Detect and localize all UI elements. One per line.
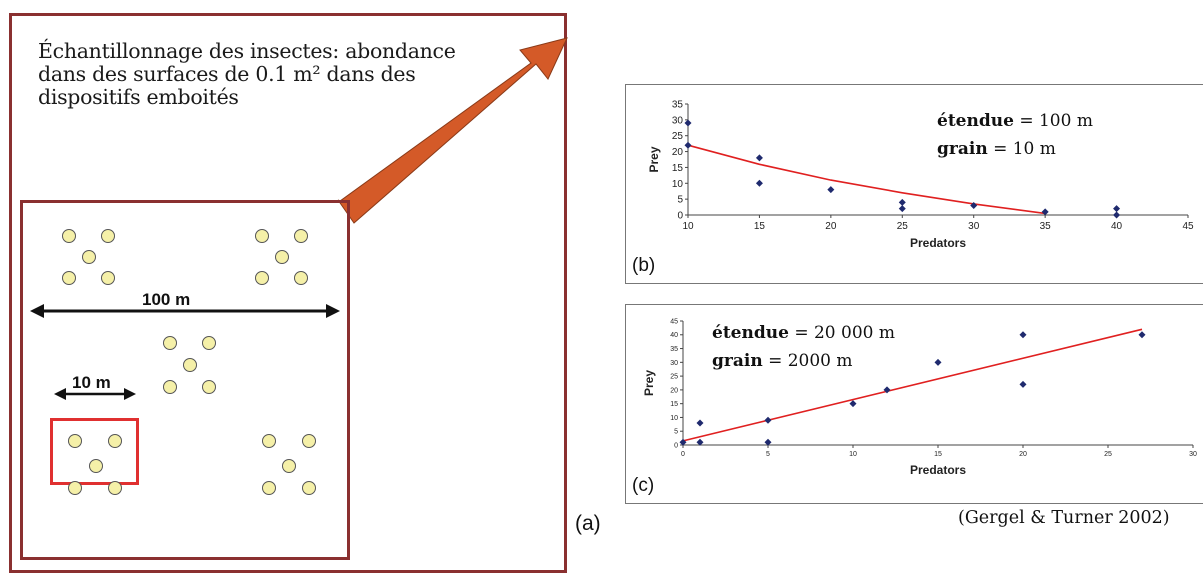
panel-c-extent: étendue = 20 000 m — [712, 323, 895, 343]
x-tick-label: 30 — [968, 221, 980, 232]
y-tick-label: 30 — [672, 115, 684, 126]
x-axis-title: Predators — [910, 463, 966, 477]
data-point — [684, 141, 692, 149]
x-tick-label: 30 — [1189, 451, 1197, 458]
data-point — [1019, 380, 1027, 388]
data-point — [934, 358, 942, 366]
trend-line — [682, 328, 1143, 442]
panel-c-letter: (c) — [632, 475, 655, 496]
y-tick-label: 25 — [670, 374, 678, 381]
data-point — [883, 386, 891, 394]
y-tick-label: 15 — [670, 401, 678, 408]
trend-line — [687, 144, 1046, 215]
chart-b-plot: 0 5 10 15 20 25 30 35 10 15 20 25 30 35 40 45 Predators P… — [647, 100, 1194, 251]
panel-b-extent: étendue = 100 m — [937, 111, 1093, 131]
y-tick-label: 10 — [670, 415, 678, 422]
data-point — [1113, 205, 1121, 213]
x-tick-label: 10 — [682, 221, 694, 232]
x-tick-label: 0 — [681, 451, 685, 458]
y-tick-label: 5 — [677, 195, 683, 206]
panel-b: 0 5 10 15 20 25 30 35 10 15 20 25 30 35 40 45 Predators P… — [625, 84, 1203, 284]
y-tick-label: 35 — [672, 100, 684, 111]
citation: (Gergel & Turner 2002) — [958, 508, 1170, 528]
y-tick-label: 0 — [677, 211, 683, 222]
sampling-description: Échantillonnage des insectes: abondance … — [38, 39, 456, 109]
x-axis-title: Predators — [910, 236, 966, 250]
y-tick-label: 0 — [674, 442, 678, 449]
x-tick-label: 40 — [1111, 221, 1123, 232]
panel-a-label: (a) — [575, 512, 601, 535]
y-tick-label: 5 — [674, 429, 678, 436]
data-point — [755, 179, 763, 187]
panel-c-grain: grain = 2000 m — [712, 351, 853, 371]
y-tick-label: 45 — [670, 318, 678, 325]
data-point — [1019, 331, 1027, 339]
y-tick-label: 30 — [670, 360, 678, 367]
data-point — [849, 400, 857, 408]
extent-dimension-arrow — [30, 304, 340, 318]
y-tick-label: 20 — [670, 387, 678, 394]
data-point — [827, 186, 835, 194]
grain-dimension-arrow — [54, 388, 136, 400]
y-tick-label: 35 — [670, 346, 678, 353]
data-point — [696, 438, 704, 446]
panel-b-letter: (b) — [632, 255, 656, 276]
y-tick-label: 40 — [670, 332, 678, 339]
data-point — [696, 419, 704, 427]
study-site-frame — [20, 200, 350, 560]
x-tick-label: 5 — [766, 451, 770, 458]
x-tick-label: 15 — [754, 221, 766, 232]
data-point — [764, 438, 772, 446]
y-axis-title: Prey — [647, 146, 661, 172]
schematic-overlay — [30, 37, 568, 400]
chart-c-plot: 0 5 10 15 20 25 30 35 40 45 0 5 10 15 20 25 30 Predators P… — [642, 318, 1197, 477]
x-tick-label: 20 — [825, 221, 837, 232]
x-tick-label: 10 — [849, 451, 857, 458]
y-tick-label: 15 — [672, 163, 684, 174]
x-tick-label: 45 — [1182, 221, 1194, 232]
panel-c: 0 5 10 15 20 25 30 35 40 45 0 5 10 15 20 25 30 Predators P… — [625, 304, 1203, 504]
data-point — [755, 154, 763, 162]
data-point — [898, 198, 906, 206]
grain-label: 10 m — [72, 373, 111, 392]
data-point — [1113, 211, 1121, 219]
zoom-arrow-icon — [337, 37, 568, 224]
data-point — [1138, 331, 1146, 339]
extent-label: 100 m — [142, 290, 191, 309]
x-tick-label: 15 — [934, 451, 942, 458]
x-tick-label: 35 — [1040, 221, 1052, 232]
data-point — [764, 416, 772, 424]
y-axis-title: Prey — [642, 370, 656, 396]
y-tick-label: 25 — [672, 131, 684, 142]
x-tick-label: 25 — [1104, 451, 1112, 458]
data-point — [1041, 208, 1049, 216]
data-point — [684, 119, 692, 127]
grain-quadrat — [50, 418, 139, 485]
x-tick-label: 20 — [1019, 451, 1027, 458]
data-point — [679, 438, 687, 446]
y-tick-label: 10 — [672, 179, 684, 190]
data-point — [970, 201, 978, 209]
data-point — [898, 205, 906, 213]
panel-b-grain: grain = 10 m — [937, 139, 1056, 159]
y-tick-label: 20 — [672, 147, 684, 158]
x-tick-label: 25 — [897, 221, 909, 232]
